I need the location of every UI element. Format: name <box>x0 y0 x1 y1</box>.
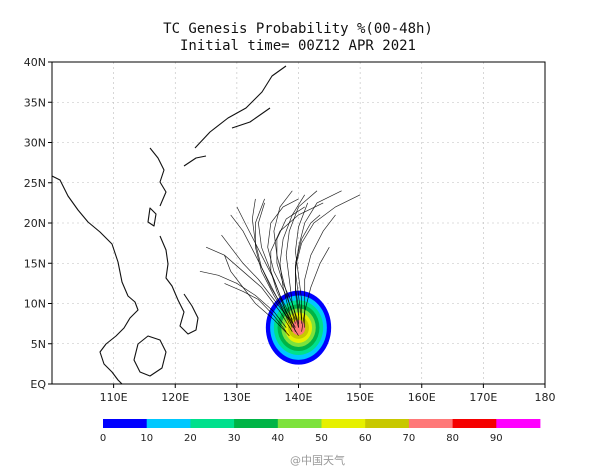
chart-subtitle: Initial time= 00Z12 APR 2021 <box>180 38 416 54</box>
y-tick-label: 10N <box>24 298 46 311</box>
ensemble-track <box>258 202 293 320</box>
chart-title: TC Genesis Probability %(00-48h) <box>163 21 433 37</box>
x-tick-label: 180 <box>535 391 556 404</box>
ensemble-track <box>205 246 293 332</box>
coast-taiwan <box>147 207 157 227</box>
ensemble-track <box>270 202 324 328</box>
colorbar-swatch <box>234 419 279 428</box>
y-tick-label: 30N <box>24 137 46 150</box>
ensemble-track <box>304 214 336 328</box>
y-tick-label: 25N <box>24 177 46 190</box>
ensemble-track <box>251 198 293 324</box>
ensemble-track <box>295 194 361 316</box>
ensemble-track <box>224 255 290 336</box>
colorbar-swatch <box>365 419 410 428</box>
colorbar-swatch <box>452 419 497 428</box>
coast-korea-china <box>149 147 167 207</box>
coast-philippines <box>159 235 199 335</box>
y-tick-label: 20N <box>24 217 46 230</box>
coast-japan <box>183 65 287 167</box>
y-tick-label: 15N <box>24 257 46 270</box>
colorbar-swatch <box>277 419 322 428</box>
ensemble-track <box>276 206 305 324</box>
colorbar-swatch <box>146 419 191 428</box>
colorbar-swatch <box>190 419 235 428</box>
x-tick-label: 130E <box>223 391 251 404</box>
colorbar: 0 10 20 30 40 50 60 70 80 90 <box>100 419 541 444</box>
coast-asia-mainland <box>52 175 139 384</box>
colorbar-label: 70 <box>403 433 416 444</box>
colorbar-label: 0 <box>100 433 106 444</box>
x-tick-label: 110E <box>100 391 128 404</box>
ensemble-track <box>221 234 290 320</box>
y-axis-ticks: EQ 5N 10N 15N 20N 25N 30N 35N 40N <box>24 56 52 391</box>
y-tick-label: 5N <box>31 338 46 351</box>
colorbar-label: 60 <box>359 433 372 444</box>
x-tick-label: 120E <box>161 391 189 404</box>
x-tick-label: 160E <box>408 391 436 404</box>
watermark-text: @中国天气 <box>290 453 345 467</box>
x-tick-label: 150E <box>346 391 374 404</box>
y-tick-label: EQ <box>30 378 46 391</box>
ensemble-track <box>279 194 305 332</box>
colorbar-swatch <box>496 419 541 428</box>
colorbar-swatch <box>103 419 148 428</box>
x-tick-label: 170E <box>469 391 497 404</box>
colorbar-label: 80 <box>446 433 459 444</box>
ensemble-track <box>224 283 287 332</box>
x-tick-label: 140E <box>285 391 313 404</box>
ensemble-track <box>295 190 342 320</box>
colorbar-label: 50 <box>315 433 328 444</box>
ensemble-track <box>199 270 287 328</box>
ensemble-track <box>295 202 309 324</box>
y-tick-label: 35N <box>24 96 46 109</box>
colorbar-label: 10 <box>140 433 153 444</box>
colorbar-label: 20 <box>184 433 197 444</box>
ensemble-track <box>301 247 330 332</box>
colorbar-label: 30 <box>228 433 241 444</box>
colorbar-label: 40 <box>271 433 284 444</box>
y-tick-label: 40N <box>24 56 46 69</box>
coast-borneo <box>133 335 167 377</box>
colorbar-swatch <box>408 419 453 428</box>
x-axis-ticks: 110E 120E 130E 140E 150E 160E 170E 180 <box>100 384 556 404</box>
colorbar-label: 90 <box>490 433 503 444</box>
ensemble-track <box>295 214 321 328</box>
colorbar-swatch <box>321 419 366 428</box>
ensemble-tracks <box>199 190 361 336</box>
ensemble-track <box>267 198 299 320</box>
coastlines <box>52 65 323 384</box>
